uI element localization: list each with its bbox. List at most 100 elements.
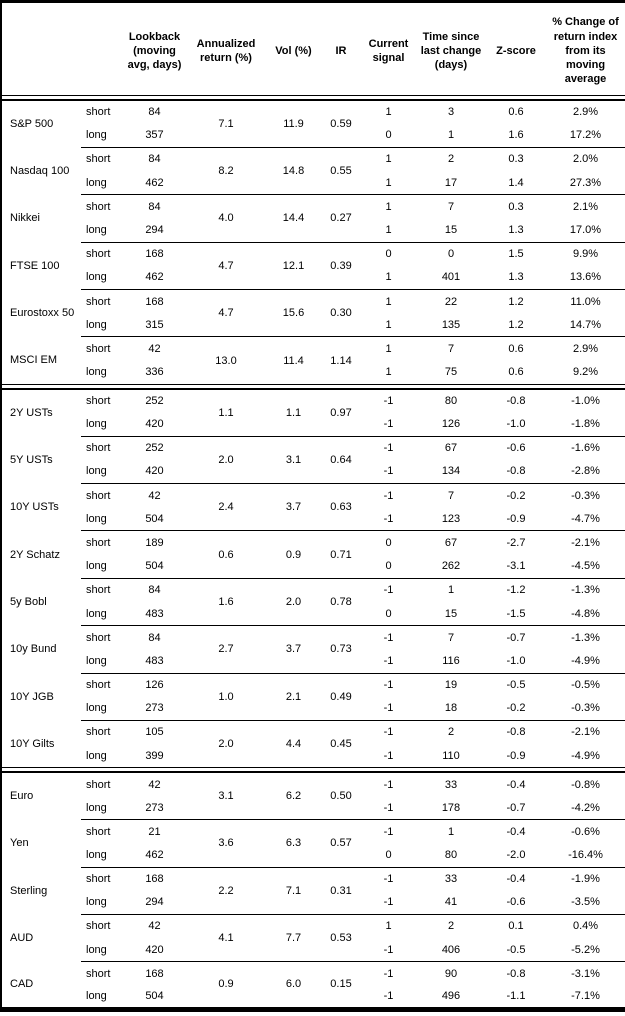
- z-score-value: -0.6: [506, 896, 526, 909]
- lookback-value: 504: [145, 990, 164, 1003]
- asset-name: 10Y Gilts: [10, 737, 55, 750]
- vol-value: 2.0: [266, 577, 321, 626]
- asset-name: Eurostoxx 50: [10, 307, 75, 320]
- days-since-change-value: 22: [416, 289, 486, 314]
- leg-label-short: short: [81, 483, 123, 508]
- asset-row-short: AUD short 42 4.1 7.7 0.53 1 2 0.1 0.4%: [1, 913, 625, 962]
- leg-label-long: long: [86, 560, 107, 573]
- leg-label-long: long: [86, 654, 107, 667]
- col-header-z-score: Z-score: [496, 44, 536, 57]
- z-score-value: 0.1: [486, 913, 546, 939]
- signal-value: 1: [385, 366, 392, 379]
- col-header-ir: IR: [335, 44, 347, 57]
- leg-label-short: short: [81, 289, 123, 314]
- pct-change-value: -0.5%: [546, 672, 625, 697]
- leg-label-long: long: [86, 801, 107, 814]
- asset-name: Sterling: [10, 884, 48, 897]
- signal-value: 1: [385, 271, 392, 284]
- leg-label-long: long: [86, 607, 107, 620]
- lookback-value: 462: [145, 848, 164, 861]
- asset-row-long: long 420 -1 406 -0.5 -5.2%: [1, 938, 625, 962]
- lookback-value: 84: [123, 625, 186, 650]
- pct-change-value: 14.7%: [569, 318, 602, 331]
- leg-label-long: long: [86, 702, 107, 715]
- z-score-value: 0.6: [508, 366, 524, 379]
- z-score-value: -0.6: [486, 435, 546, 460]
- signal-value: -1: [383, 512, 394, 525]
- z-score-value: 0.6: [508, 106, 524, 119]
- pct-change-value: 13.6%: [569, 271, 602, 284]
- asset-row-long: long 294 1 15 1.3 17.0%: [1, 218, 625, 242]
- pct-change-value: 9.9%: [546, 241, 625, 266]
- asset-row-long: long 294 -1 41 -0.6 -3.5%: [1, 891, 625, 915]
- asset-row-long: long 420 -1 134 -0.8 -2.8%: [1, 460, 625, 484]
- pct-change-value: -1.0%: [571, 395, 600, 408]
- vol-value: 11.4: [266, 336, 321, 385]
- pct-change-value: -1.8%: [571, 418, 600, 431]
- leg-label-long: long: [86, 129, 107, 142]
- days-since-change-value: 15: [444, 607, 458, 620]
- z-score-value: -0.9: [506, 749, 526, 762]
- leg-label-short: short: [81, 672, 123, 697]
- asset-row-short: 5Y USTs short 252 2.0 3.1 0.64 -1 67 -0.6 -1.6%: [1, 435, 625, 484]
- asset-name: AUD: [10, 932, 34, 945]
- leg-label-short: short: [81, 577, 123, 602]
- table-body: S&P 500 short 84 7.1 11.9 0.59 1 3 0.6 2.9% long 35…: [1, 95, 625, 1010]
- days-since-change-value: 90: [416, 961, 486, 986]
- pct-change-value: 2.0%: [546, 146, 625, 172]
- ir-value: 0.78: [321, 577, 361, 626]
- signal-value: 0: [385, 607, 392, 620]
- z-score-value: 1.3: [508, 271, 524, 284]
- signal-value: -1: [383, 465, 394, 478]
- annualized-return-value: 1.1: [218, 406, 234, 419]
- vol-value: 15.6: [266, 288, 321, 337]
- asset-row-short: Yen short 21 3.6 6.3 0.57 -1 1 -0.4 -0.6%: [1, 819, 625, 867]
- vol-value: 14.8: [266, 146, 321, 195]
- section-separator: [1, 383, 625, 390]
- leg-label-long: long: [86, 749, 107, 762]
- annualized-return-value: 3.1: [218, 790, 234, 803]
- pct-change-value: 17.0%: [569, 224, 602, 237]
- pct-change-value: 2.1%: [546, 194, 625, 219]
- days-since-change-value: 262: [441, 560, 461, 573]
- days-since-change-value: 126: [441, 418, 461, 431]
- leg-label-long: long: [86, 512, 107, 525]
- asset-row-long: long 399 -1 110 -0.9 -4.9%: [1, 744, 625, 768]
- annualized-return-value: 4.7: [186, 241, 266, 290]
- asset-name: 2Y Schatz: [10, 548, 60, 561]
- leg-label-short: short: [81, 625, 123, 650]
- days-since-change-value: 7: [416, 194, 486, 219]
- signal-value: 0: [385, 560, 392, 573]
- ir-value: 0.31: [321, 866, 361, 915]
- pct-change-value: -1.6%: [546, 435, 625, 460]
- vol-value: 6.2: [285, 790, 302, 803]
- lookback-value: 483: [145, 654, 164, 667]
- leg-label-short: short: [81, 961, 123, 986]
- asset-row-long: long 483 0 15 -1.5 -4.8%: [1, 602, 625, 626]
- asset-row-short: Euro short 42 3.1 6.2 0.50 -1 33 -0.4 -0.8%: [1, 772, 625, 803]
- z-score-value: 0.3: [486, 194, 546, 219]
- ir-value: 0.49: [321, 672, 361, 721]
- pct-change-value: -4.7%: [571, 512, 600, 525]
- leg-label-long: long: [86, 943, 107, 956]
- asset-row-short: Sterling short 168 2.2 7.1 0.31 -1 33 -0.4 -1.9%: [1, 866, 625, 915]
- days-since-change-value: 134: [441, 465, 461, 478]
- z-score-value: -0.4: [506, 778, 526, 791]
- signal-value: -1: [383, 943, 394, 956]
- asset-name: Nasdaq 100: [10, 165, 70, 178]
- asset-row-long: long 462 0 80 -2.0 -16.4%: [1, 843, 625, 867]
- annualized-return-value: 3.6: [186, 819, 266, 867]
- lookback-value: 273: [145, 801, 164, 814]
- z-score-value: 1.2: [508, 318, 524, 331]
- pct-change-value: -4.5%: [571, 560, 600, 573]
- annualized-return-value: 1.6: [186, 577, 266, 626]
- leg-label-long: long: [86, 318, 107, 331]
- lookback-value: 21: [123, 819, 186, 844]
- pct-change-value: -0.8%: [571, 778, 600, 791]
- days-since-change-value: 7: [416, 483, 486, 508]
- vol-value: 4.4: [266, 719, 321, 768]
- lookback-value: 294: [145, 224, 164, 237]
- leg-label-long: long: [86, 366, 107, 379]
- col-header-current-signal: Current signal: [368, 37, 409, 64]
- z-score-value: -1.2: [486, 577, 546, 602]
